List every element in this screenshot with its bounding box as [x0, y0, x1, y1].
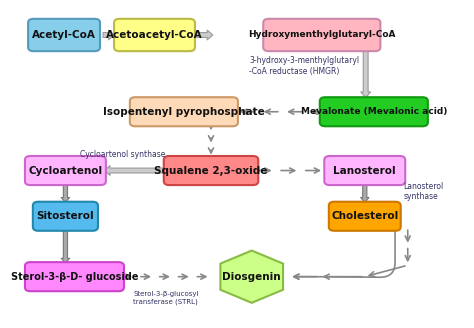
Text: Acetoacetyl-CoA: Acetoacetyl-CoA	[106, 30, 203, 40]
Text: Acetyl-CoA: Acetyl-CoA	[32, 30, 96, 40]
Polygon shape	[220, 251, 283, 303]
FancyBboxPatch shape	[33, 202, 98, 231]
FancyBboxPatch shape	[320, 97, 428, 126]
Text: Squalene 2,3-oxide: Squalene 2,3-oxide	[155, 166, 268, 175]
Text: Lanosterol: Lanosterol	[334, 166, 396, 175]
FancyBboxPatch shape	[130, 97, 238, 126]
FancyBboxPatch shape	[164, 156, 258, 185]
Text: Sitosterol: Sitosterol	[36, 211, 94, 221]
Text: Cholesterol: Cholesterol	[331, 211, 399, 221]
FancyBboxPatch shape	[263, 19, 380, 51]
Text: Cycloartenol synthase: Cycloartenol synthase	[80, 150, 165, 159]
FancyBboxPatch shape	[329, 202, 401, 231]
Text: Isopentenyl pyrophosphate: Isopentenyl pyrophosphate	[103, 107, 265, 117]
Text: Hydroxymenthylglutaryl-CoA: Hydroxymenthylglutaryl-CoA	[248, 31, 396, 39]
Text: Lanosterol
synthase: Lanosterol synthase	[403, 182, 444, 201]
FancyBboxPatch shape	[25, 156, 106, 185]
FancyBboxPatch shape	[28, 19, 100, 51]
Text: Mevalonate (Mevalonic acid): Mevalonate (Mevalonic acid)	[301, 107, 447, 116]
Text: Sterol-3-β-D- glucoside: Sterol-3-β-D- glucoside	[11, 272, 138, 282]
Text: Diosgenin: Diosgenin	[222, 272, 281, 282]
Text: Sterol-3-β-glucosyl
transferase (STRL): Sterol-3-β-glucosyl transferase (STRL)	[133, 291, 199, 305]
FancyArrowPatch shape	[294, 230, 395, 279]
Text: Cycloartenol: Cycloartenol	[28, 166, 102, 175]
FancyBboxPatch shape	[114, 19, 195, 51]
FancyBboxPatch shape	[324, 156, 405, 185]
FancyBboxPatch shape	[25, 262, 124, 291]
Text: 3-hydroxy-3-menthylglutaryl
-CoA reductase (HMGR): 3-hydroxy-3-menthylglutaryl -CoA reducta…	[249, 56, 360, 76]
